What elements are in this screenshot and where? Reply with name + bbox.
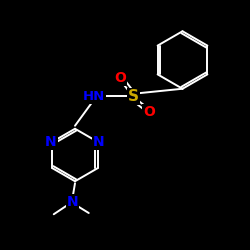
Text: N: N (93, 135, 105, 149)
Text: O: O (114, 70, 126, 85)
Text: S: S (128, 89, 139, 104)
Text: O: O (143, 106, 155, 120)
Text: N: N (67, 195, 78, 209)
Text: N: N (45, 135, 57, 149)
Text: HN: HN (82, 90, 105, 103)
